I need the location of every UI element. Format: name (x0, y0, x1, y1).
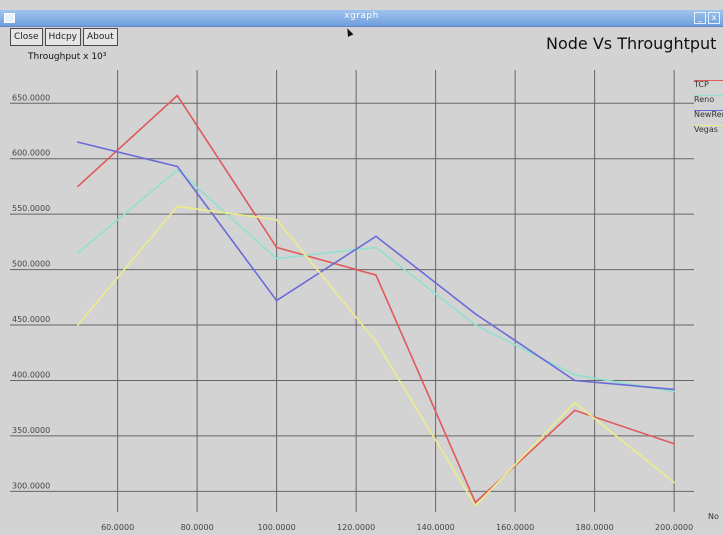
data-point-tcp (573, 409, 576, 412)
legend-swatch (694, 80, 723, 81)
legend-swatch (694, 110, 723, 111)
data-point-vegas (275, 218, 278, 221)
x-tick-label: 180.0000 (576, 523, 614, 532)
data-point-tcp (474, 501, 477, 504)
x-tick-label: 140.0000 (417, 523, 455, 532)
legend-label: TCP (694, 80, 709, 89)
data-point-tcp (77, 185, 79, 188)
series-line-newreno (77, 141, 675, 391)
legend: TCP Reno NewReno Vegas (694, 80, 723, 140)
toolbar: Close Hdcpy About (10, 28, 118, 46)
legend-label: Vegas (694, 125, 718, 134)
data-point-reno (77, 252, 79, 254)
y-tick-label: 650.0000 (12, 93, 50, 102)
data-point-reno (573, 374, 576, 376)
data-point-newreno (176, 165, 179, 168)
data-point-vegas (77, 324, 79, 326)
x-axis-name: No (708, 512, 719, 521)
x-tick-label: 160.0000 (496, 523, 534, 532)
legend-item-vegas: Vegas (694, 125, 723, 140)
data-point-newreno (673, 388, 675, 391)
data-point-newreno (573, 379, 576, 382)
x-tick-label: 100.0000 (258, 523, 296, 532)
close-button[interactable]: Close (10, 28, 43, 46)
y-tick-label: 400.0000 (12, 370, 50, 379)
data-point-newreno (474, 313, 477, 315)
y-tick-label: 550.0000 (12, 204, 50, 213)
series-line-vegas (77, 205, 675, 508)
data-point-tcp (673, 442, 675, 445)
chart-title: Node Vs Throughtput (546, 34, 717, 53)
legend-label: NewReno (694, 110, 723, 119)
y-axis-unit-label: Throughput x 10³ (28, 52, 107, 62)
data-point-newreno (77, 141, 79, 143)
series-line-tcp (77, 94, 675, 504)
legend-item-tcp: TCP (694, 80, 723, 95)
data-point-reno (375, 246, 377, 249)
data-point-tcp (176, 94, 179, 97)
legend-swatch (694, 125, 723, 126)
y-tick-label: 600.0000 (12, 149, 50, 158)
data-point-newreno (275, 299, 278, 302)
y-tick-label: 450.0000 (12, 315, 50, 324)
data-point-reno (673, 390, 675, 393)
y-tick-label: 500.0000 (12, 260, 50, 269)
data-point-vegas (176, 205, 179, 208)
data-point-newreno (375, 235, 377, 238)
data-point-vegas (474, 504, 477, 507)
x-tick-label: 120.0000 (337, 523, 375, 532)
x-tick-label: 200.0000 (655, 523, 693, 532)
minimize-button[interactable]: _ (694, 12, 706, 24)
legend-swatch (694, 95, 723, 96)
x-tick-label: 60.0000 (101, 523, 134, 532)
data-point-reno (275, 257, 278, 260)
data-point-vegas (375, 340, 377, 343)
data-point-vegas (573, 401, 576, 404)
y-tick-label: 300.0000 (12, 481, 50, 490)
data-point-reno (176, 168, 179, 171)
about-button[interactable]: About (83, 28, 118, 46)
y-tick-label: 350.0000 (12, 426, 50, 435)
data-point-vegas (673, 481, 675, 484)
x-tick-label: 80.0000 (181, 523, 214, 532)
window-title: xgraph (344, 11, 379, 21)
title-bar[interactable]: xgraph _ x (0, 10, 723, 27)
data-point-tcp (375, 274, 377, 276)
series-line-reno (77, 168, 675, 393)
legend-item-reno: Reno (694, 95, 723, 110)
data-point-reno (474, 324, 477, 326)
legend-label: Reno (694, 95, 715, 104)
hardcopy-button[interactable]: Hdcpy (44, 28, 81, 46)
window-icon[interactable] (4, 13, 15, 23)
close-window-button[interactable]: x (708, 12, 720, 24)
data-point-tcp (275, 246, 278, 249)
legend-item-newreno: NewReno (694, 110, 723, 125)
